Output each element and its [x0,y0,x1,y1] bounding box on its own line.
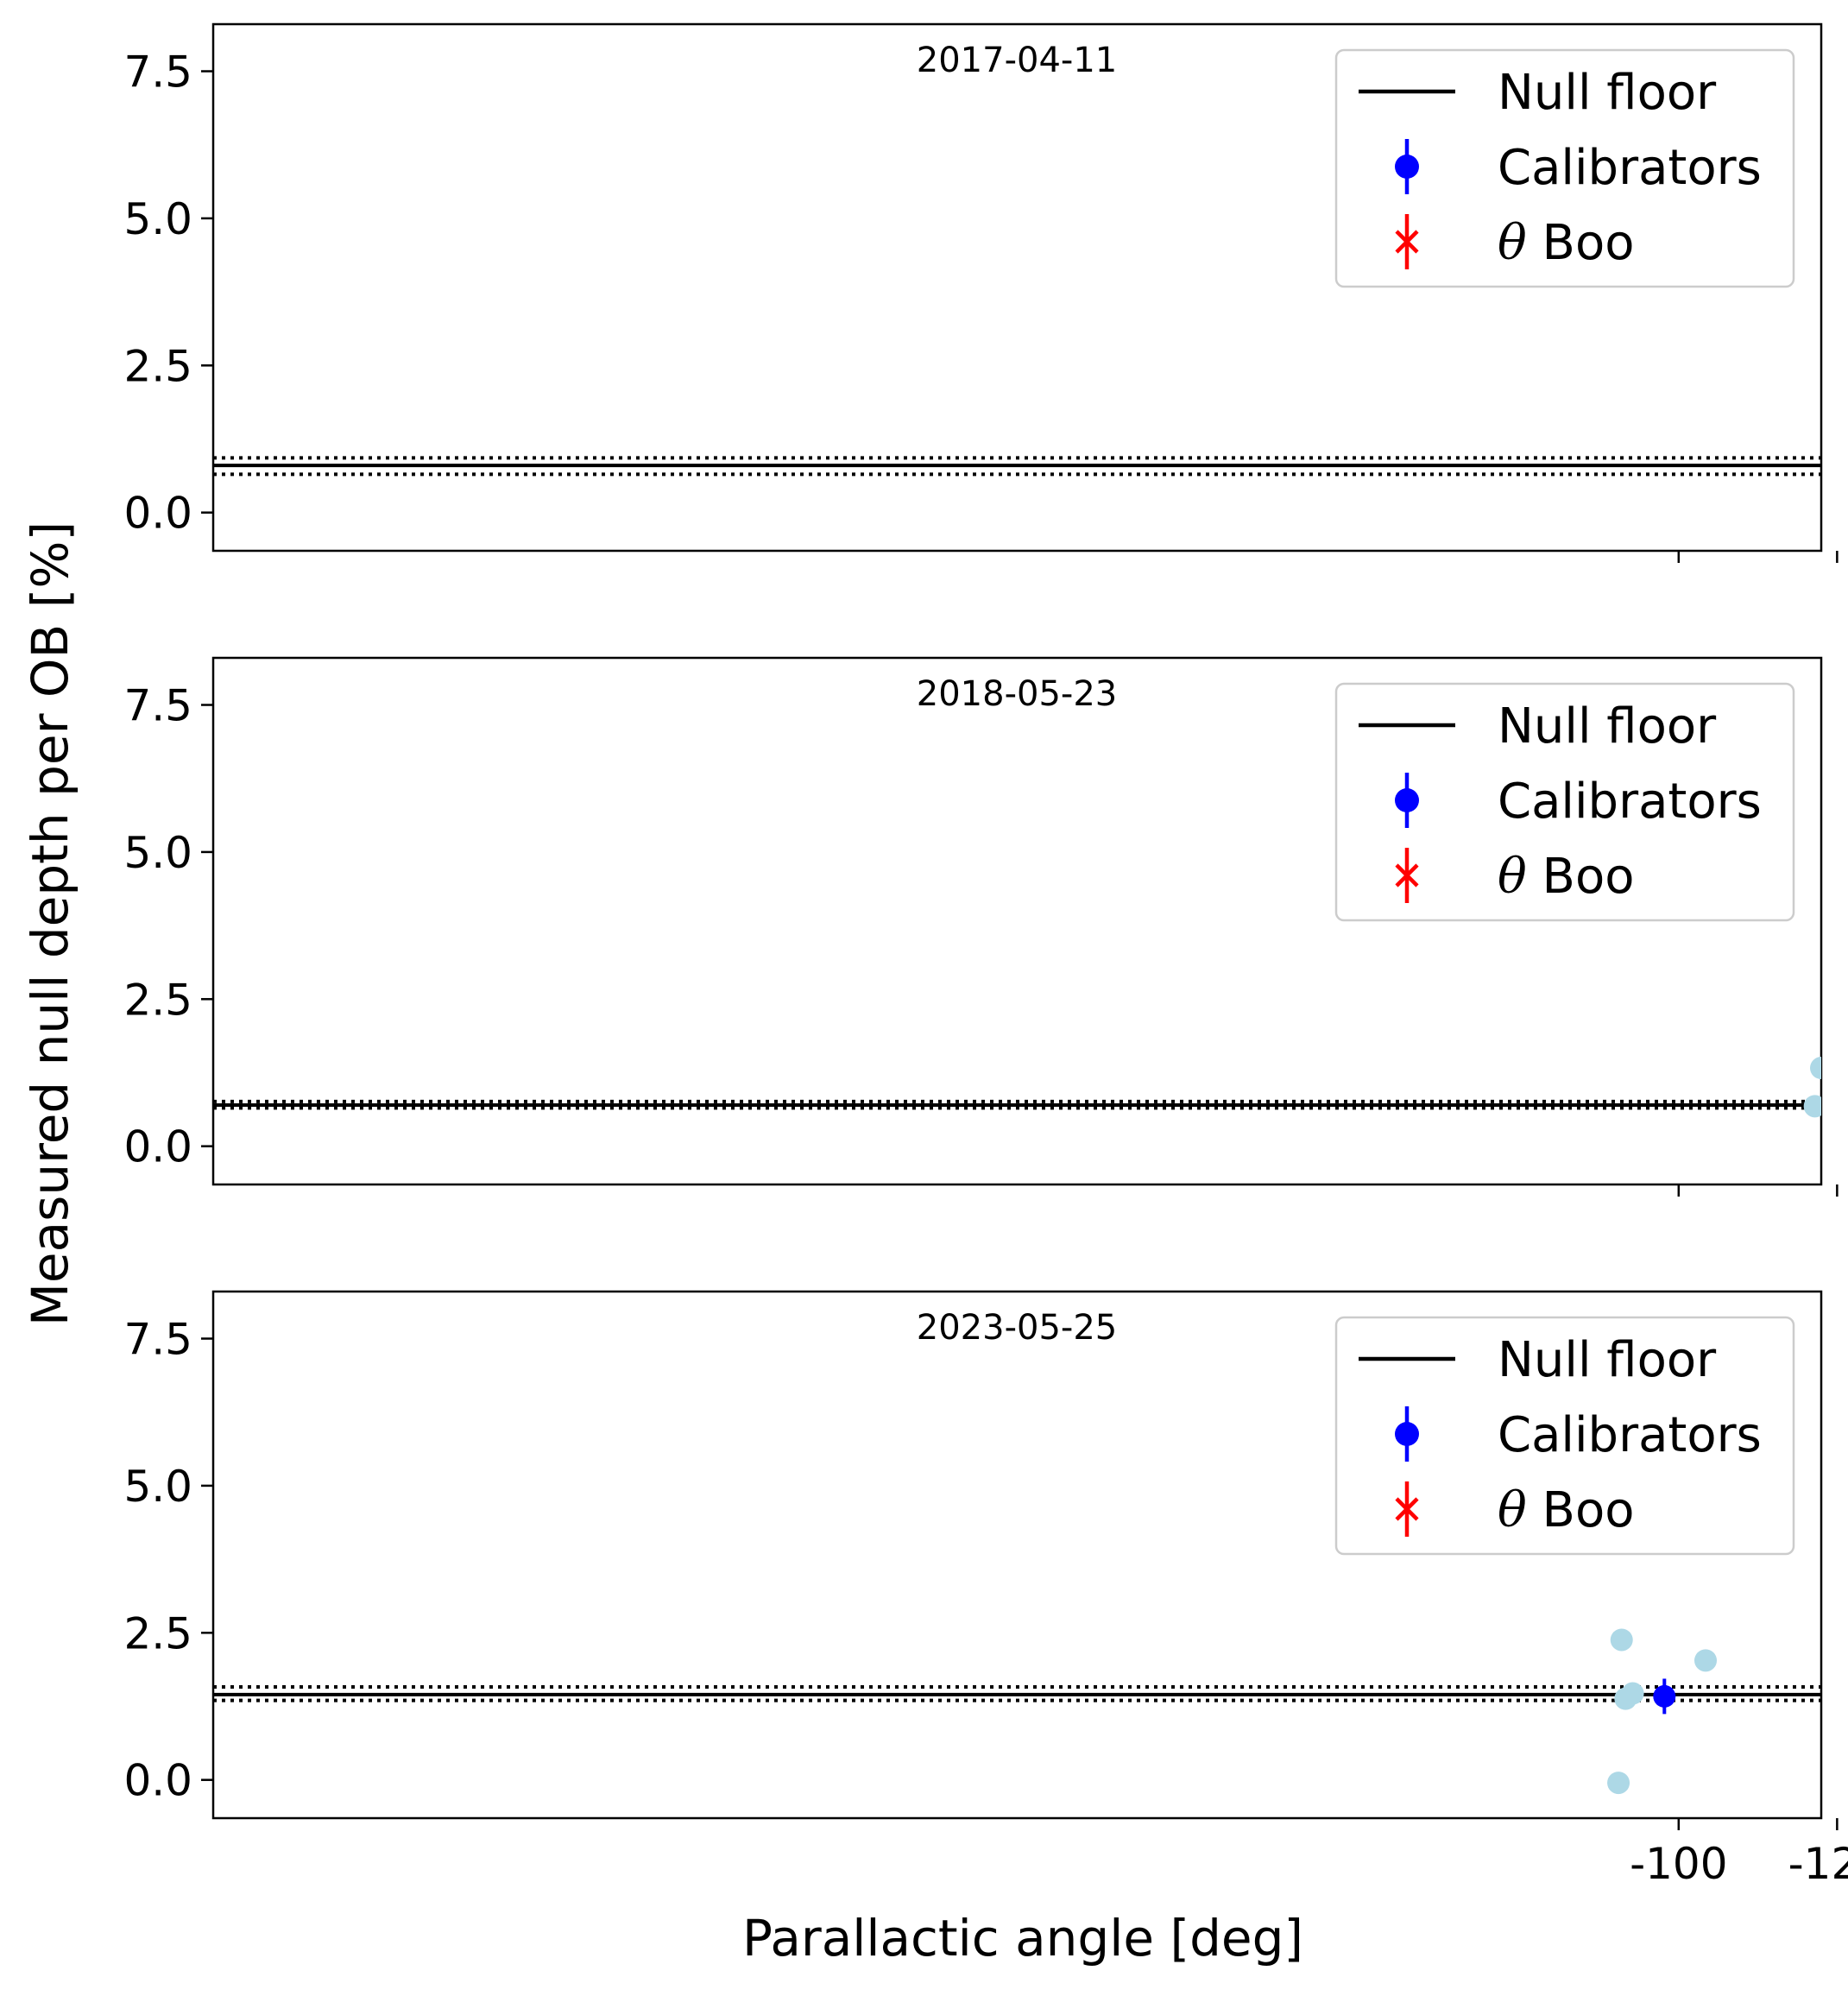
legend-label-target: θ Boo [1498,215,1634,271]
legend-label-null-floor: Null floor [1498,1332,1717,1388]
panel-date-label: 2018-05-23 [917,674,1117,714]
legend-label-target-name: Boo [1527,1482,1635,1538]
calibrator-ob-point [1822,1090,1845,1112]
calibrator-ob-point [1834,1088,1848,1110]
calibrator-ob-point [1841,1132,1848,1154]
data-layer [213,453,1848,483]
x-tick-label: -120 [1788,1839,1848,1889]
legend-box [1334,1316,1795,1556]
panel-2: 0.0 2.5 5.0 7.5 2018-05-23 Null floor Calibrat… [123,656,1848,1197]
legend-target-marker [1395,230,1419,254]
legend-label-null-floor: Null floor [1498,65,1717,121]
calibrator-ob-point [1810,1057,1821,1080]
legend: Null floor Calibrators θ Boo [1334,682,1795,922]
legend-label-calibrators: Calibrators [1498,1407,1762,1463]
y-tick-label: 0.0 [123,489,192,539]
legend: Null floor Calibrators θ Boo [1334,48,1795,288]
panels-container: 0.0 2.5 5.0 7.5 2017-04-11 Null floor Calibrat… [123,22,1848,1889]
legend-label-calibrators: Calibrators [1498,774,1762,830]
data-layer [213,1057,1848,1154]
y-tick-label: 7.5 [123,1315,192,1365]
legend-label-target: θ Boo [1498,849,1634,905]
panel-3: 0.02.55.07.5-100-120-140-160180160140120… [123,1290,1848,1889]
calibrator-ob-point [1694,1649,1718,1672]
legend-target-marker [1395,863,1419,887]
legend-box [1334,48,1795,288]
calibrator-ob-point [1824,453,1846,476]
y-axis-title: Measured null depth per OB [%] [21,521,79,1326]
panel-date-label: 2023-05-25 [917,1308,1117,1348]
calibrator-ob-point [1830,460,1848,483]
legend-label-target-theta: θ [1498,1482,1527,1538]
legend-label-target-theta: θ [1498,215,1527,271]
y-tick-label: 7.5 [123,681,192,731]
calibrator-ob-point [1803,1095,1821,1118]
legend-label-calibrators: Calibrators [1498,140,1762,196]
y-tick-label: 2.5 [123,975,192,1025]
y-tick-label: 5.0 [123,194,192,244]
legend-target-marker [1395,1497,1419,1521]
legend-label-target-name: Boo [1527,849,1635,905]
x-tick-label: -100 [1630,1839,1727,1889]
y-tick-label: 0.0 [123,1756,192,1806]
x-axis-title: Parallactic angle [deg] [742,1909,1303,1968]
legend-box [1334,682,1795,922]
legend-calibrator-marker [1395,1422,1419,1446]
y-tick-label: 7.5 [123,47,192,98]
calibrator-ob-point [1610,1628,1633,1652]
legend-calibrator-marker [1395,155,1419,179]
panel-1: 0.0 2.5 5.0 7.5 2017-04-11 Null floor Calibrat… [123,22,1848,563]
calibrator-ob-point [1607,1772,1630,1795]
legend-label-target-name: Boo [1527,215,1635,271]
y-tick-label: 5.0 [123,828,192,878]
data-layer [213,1628,1821,1795]
legend-label-target-theta: θ [1498,849,1527,905]
legend-label-target: θ Boo [1498,1482,1634,1538]
y-tick-label: 2.5 [123,341,192,391]
y-tick-label: 2.5 [123,1608,192,1658]
calibrator-ob-point [1621,1682,1644,1705]
panel-date-label: 2017-04-11 [917,41,1117,80]
legend: Null floor Calibrators θ Boo [1334,1316,1795,1556]
legend-calibrator-marker [1395,788,1419,812]
calibrator-mean-point [1653,1684,1676,1708]
calibrator-mean-point [1826,1092,1848,1115]
legend-label-null-floor: Null floor [1498,698,1717,755]
y-tick-label: 5.0 [123,1462,192,1512]
y-tick-label: 0.0 [123,1122,192,1172]
